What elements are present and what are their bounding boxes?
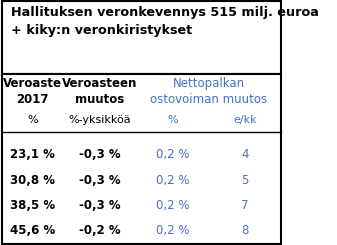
Text: Hallituksen veronkevennys 515 milj. euroa
+ kiky:n veronkiristykset: Hallituksen veronkevennys 515 milj. euro… — [10, 6, 318, 37]
Bar — [2, 1, 281, 74]
Text: 0,2 %: 0,2 % — [156, 199, 189, 212]
Text: -0,3 %: -0,3 % — [79, 148, 121, 161]
Text: %: % — [28, 115, 38, 125]
Text: 0,2 %: 0,2 % — [156, 173, 189, 186]
Text: 23,1 %: 23,1 % — [10, 148, 55, 161]
Text: Veroaste
2017: Veroaste 2017 — [3, 76, 62, 106]
Text: e/kk: e/kk — [233, 115, 257, 125]
Text: 0,2 %: 0,2 % — [156, 148, 189, 161]
Text: %-yksikköä: %-yksikköä — [68, 115, 131, 125]
Text: -0,3 %: -0,3 % — [79, 199, 121, 212]
Bar — [2, 74, 281, 244]
Text: 7: 7 — [241, 199, 249, 212]
Text: 5: 5 — [241, 173, 248, 186]
Text: -0,2 %: -0,2 % — [79, 224, 121, 237]
Text: Veroasteen
muutos: Veroasteen muutos — [62, 76, 137, 106]
Text: 8: 8 — [241, 224, 248, 237]
Text: 30,8 %: 30,8 % — [10, 173, 55, 186]
Text: 4: 4 — [241, 148, 249, 161]
Text: 0,2 %: 0,2 % — [156, 224, 189, 237]
Text: %: % — [167, 115, 178, 125]
Text: -0,3 %: -0,3 % — [79, 173, 121, 186]
Text: Nettopalkan
ostovoiman muutos: Nettopalkan ostovoiman muutos — [150, 76, 267, 106]
Text: 38,5 %: 38,5 % — [10, 199, 55, 212]
Text: 45,6 %: 45,6 % — [10, 224, 56, 237]
